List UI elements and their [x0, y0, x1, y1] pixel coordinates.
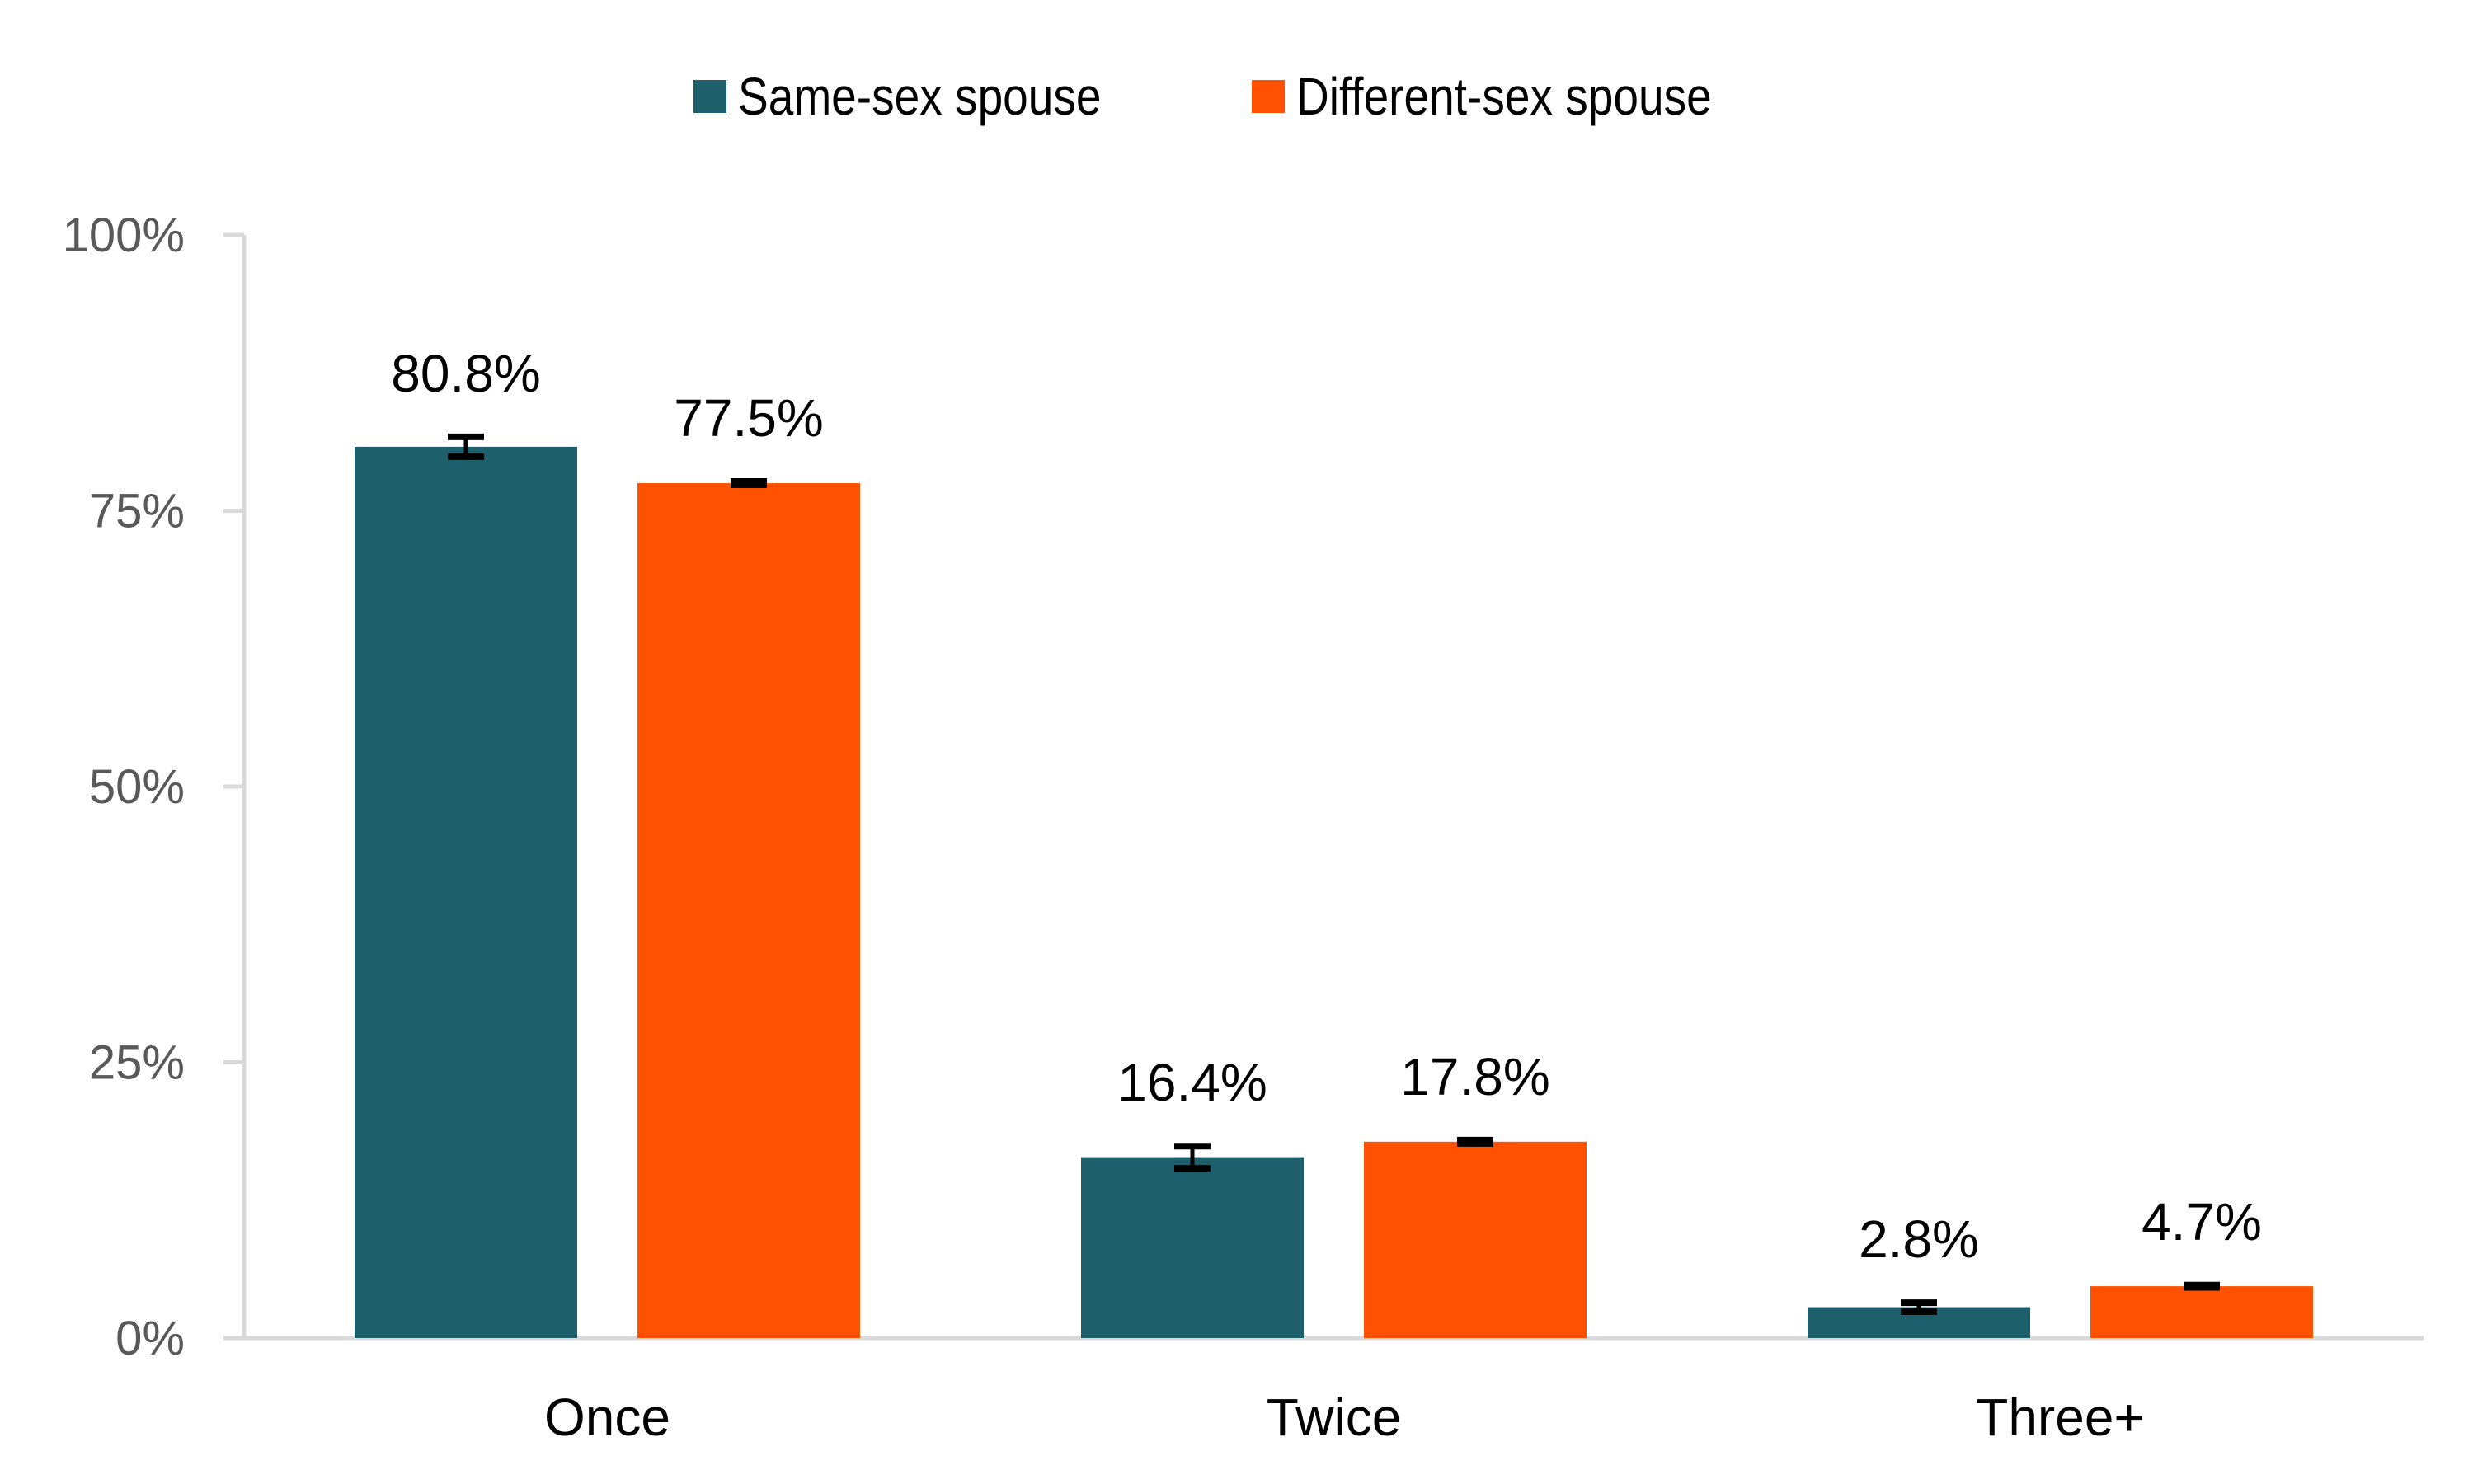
x-tick-label: Once [544, 1388, 670, 1447]
y-tick-label: 75% [89, 485, 185, 538]
data-label: 16.4% [1117, 1053, 1267, 1112]
error-bar [448, 433, 484, 460]
bar [355, 446, 577, 1338]
bar [637, 483, 860, 1338]
legend-item-different-sex: Different-sex spouse [1251, 66, 1780, 127]
error-bar [2184, 1281, 2220, 1291]
legend-swatch-same-sex [693, 80, 727, 113]
axes: 0% 25% 50% 75% 100% [63, 209, 2424, 1365]
data-label: 80.8% [391, 344, 540, 403]
legend-label-different-sex: Different-sex spouse [1295, 67, 1712, 126]
error-bar [1457, 1136, 1493, 1147]
error-bar [1901, 1299, 1937, 1315]
x-tick-label: Twice [1267, 1388, 1402, 1447]
error-bar [731, 478, 767, 489]
data-labels: 80.8% 77.5% Once 16.4% 17.8% Twice 2.8% 4.7% Thr… [391, 344, 2262, 1447]
data-label: 4.7% [2142, 1192, 2262, 1252]
data-label: 17.8% [1400, 1047, 1549, 1106]
bar [1364, 1141, 1587, 1338]
y-tick-label: 100% [63, 209, 185, 262]
legend-swatch-different-sex [1251, 80, 1285, 113]
data-label: 2.8% [1859, 1209, 1979, 1269]
bar [2090, 1286, 2313, 1338]
y-tick-label: 25% [89, 1036, 185, 1090]
legend: Same-sex spouse Different-sex spouse [0, 66, 2473, 127]
legend-label-same-sex: Same-sex spouse [738, 67, 1103, 126]
bar [1081, 1157, 1304, 1338]
bars [355, 433, 2313, 1338]
y-tick-label: 50% [89, 760, 185, 814]
data-label: 77.5% [674, 388, 823, 448]
legend-item-same-sex: Same-sex spouse [693, 66, 1160, 127]
x-tick-label: Three+ [1976, 1388, 2145, 1447]
y-tick-label: 0% [115, 1312, 185, 1365]
error-bar [1174, 1143, 1211, 1172]
